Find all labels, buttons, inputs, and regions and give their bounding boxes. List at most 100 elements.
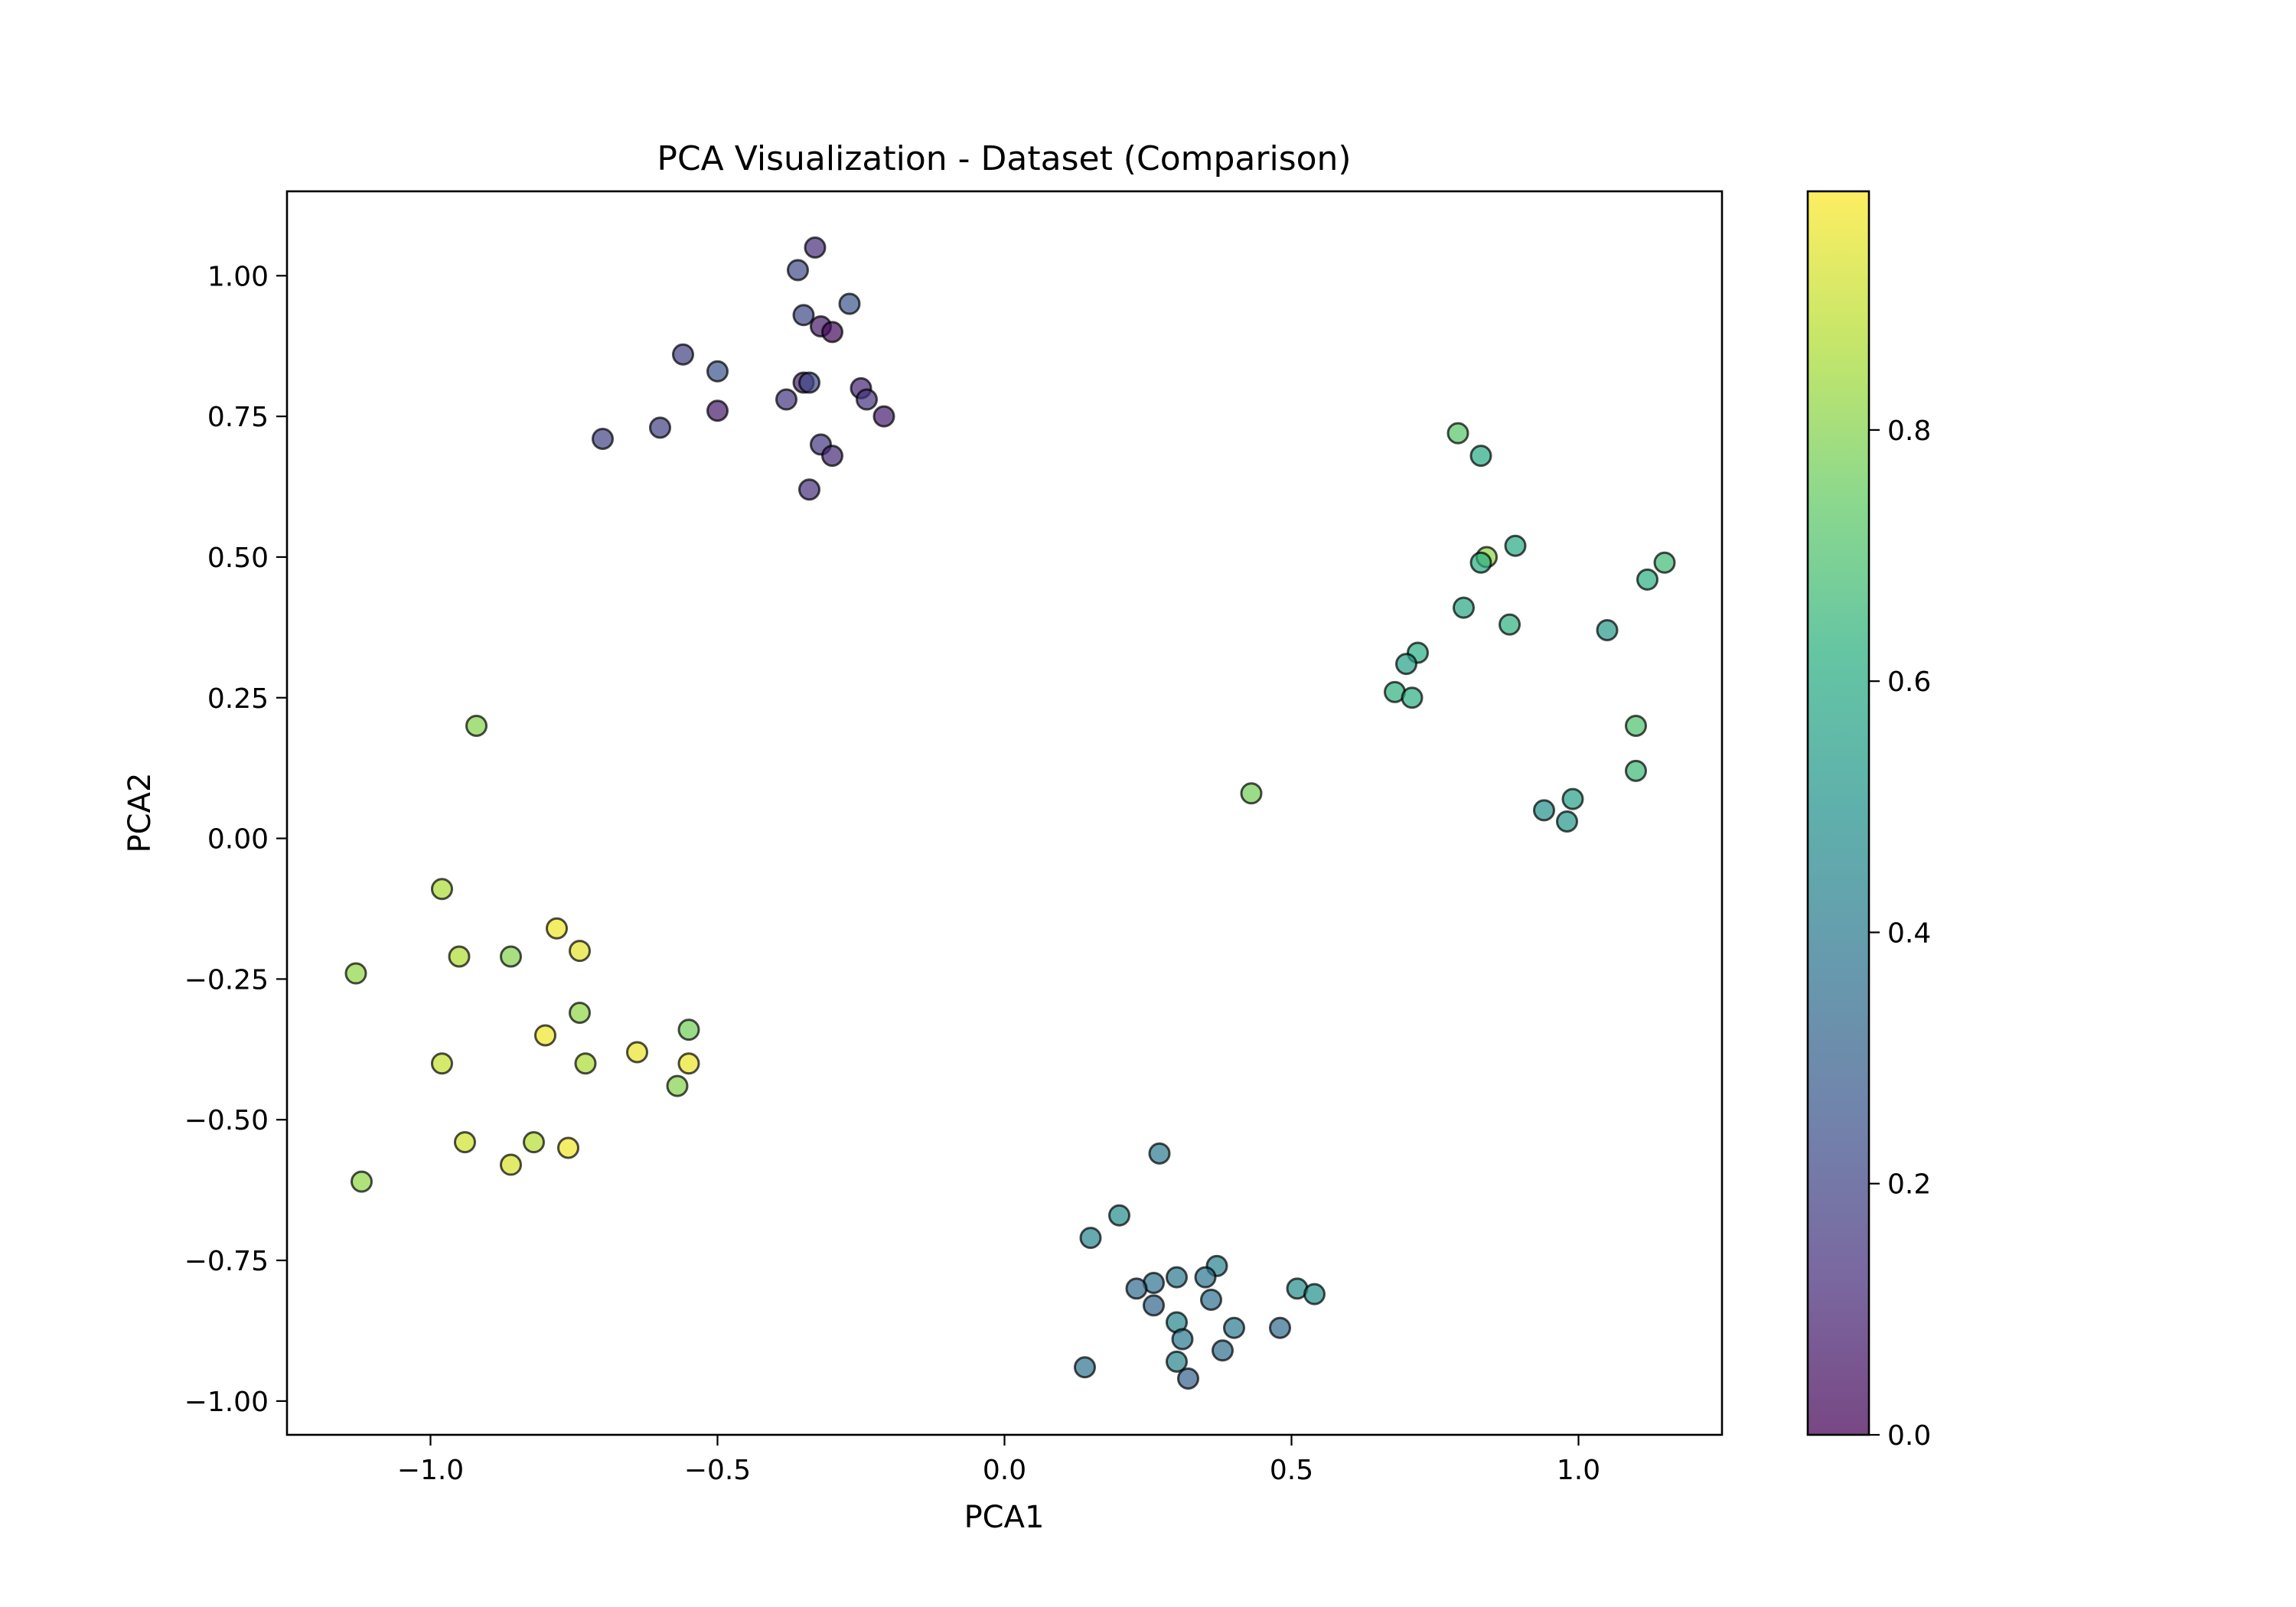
data-point <box>666 1074 689 1097</box>
data-point <box>448 945 471 968</box>
y-tick-label: 0.50 <box>207 543 269 574</box>
data-point <box>1401 686 1424 709</box>
x-tick-label: 1.0 <box>1557 1455 1600 1486</box>
data-point <box>1556 810 1578 833</box>
colorbar-tick-label: 0.4 <box>1887 918 1931 949</box>
y-tick-label: −0.25 <box>184 964 269 996</box>
data-point <box>1177 1367 1199 1390</box>
data-point <box>1269 1316 1291 1339</box>
data-point <box>706 360 729 383</box>
data-point <box>1446 422 1469 445</box>
data-point <box>569 1002 591 1025</box>
data-point <box>1194 1266 1217 1289</box>
data-point <box>1453 596 1475 619</box>
data-point <box>1653 551 1676 574</box>
colorbar-tick-label: 0.6 <box>1887 667 1931 698</box>
data-point <box>431 878 453 901</box>
data-point <box>792 304 815 327</box>
x-axis-label: PCA1 <box>964 1500 1045 1535</box>
x-axis-ticks: −1.0 −0.5 0.0 0.5 1.0 <box>397 1435 1600 1486</box>
data-point <box>1469 551 1492 574</box>
colorbar: 0.0 0.2 0.4 0.6 0.8 <box>1806 190 1931 1452</box>
data-point <box>1596 619 1619 642</box>
data-point <box>856 388 878 411</box>
data-point <box>500 1153 522 1176</box>
x-tick-label: −0.5 <box>684 1455 751 1486</box>
data-point <box>1212 1339 1234 1362</box>
y-axis-label: PCA2 <box>122 773 158 853</box>
data-point <box>1125 1277 1148 1300</box>
data-point <box>1625 759 1647 782</box>
data-point <box>677 1019 700 1041</box>
colorbar-tick-label: 0.8 <box>1887 416 1931 447</box>
y-tick-label: 0.00 <box>207 824 269 856</box>
colorbar-frame <box>1806 190 1870 1436</box>
data-point <box>775 388 797 411</box>
data-point <box>465 715 488 738</box>
x-tick-label: −1.0 <box>397 1455 464 1486</box>
y-tick-label: −0.75 <box>184 1246 269 1277</box>
colorbar-tick-label: 0.2 <box>1887 1169 1931 1201</box>
data-point <box>1079 1227 1102 1250</box>
data-point <box>1200 1289 1222 1312</box>
data-point <box>1223 1316 1245 1339</box>
data-point <box>523 1131 545 1154</box>
data-point <box>569 940 591 963</box>
data-point <box>787 259 809 282</box>
data-point <box>1074 1356 1096 1379</box>
data-point <box>1166 1350 1188 1373</box>
data-point <box>798 371 820 394</box>
y-tick-label: 0.75 <box>207 402 269 433</box>
data-point <box>1171 1328 1194 1351</box>
y-tick-label: −0.50 <box>184 1105 269 1136</box>
colorbar-tick-label: 0.0 <box>1887 1420 1931 1452</box>
data-point <box>1108 1204 1130 1227</box>
y-axis-ticks: −1.00 −0.75 −0.50 −0.25 0.00 0.25 0.50 0.75 1.00 <box>184 261 287 1418</box>
data-point <box>1636 568 1658 591</box>
data-point <box>454 1131 476 1154</box>
data-point <box>592 428 614 451</box>
data-point <box>351 1170 373 1193</box>
data-point <box>677 1052 700 1075</box>
y-tick-label: 1.00 <box>207 261 269 292</box>
data-point <box>804 236 827 259</box>
data-point <box>1240 782 1263 805</box>
colorbar-ticks: 0.0 0.2 0.4 0.6 0.8 <box>1869 416 1931 1452</box>
x-tick-label: 0.0 <box>983 1455 1026 1486</box>
data-point <box>1504 534 1527 557</box>
data-point <box>626 1041 648 1064</box>
data-point <box>1143 1294 1165 1317</box>
data-point <box>798 478 820 501</box>
x-tick-label: 0.5 <box>1270 1455 1313 1486</box>
data-point <box>1625 715 1647 738</box>
data-point <box>649 416 671 439</box>
data-point <box>344 962 367 985</box>
data-point <box>431 1052 453 1075</box>
data-point <box>557 1136 579 1159</box>
colorbar-gradient <box>1808 191 1869 1435</box>
data-point <box>1469 445 1492 468</box>
data-point <box>1148 1142 1171 1165</box>
data-point <box>1166 1266 1188 1289</box>
data-point <box>500 945 522 968</box>
data-point <box>546 917 568 940</box>
y-tick-label: 0.25 <box>207 683 269 715</box>
data-point <box>1395 653 1417 676</box>
data-point <box>1533 799 1555 822</box>
data-point <box>1303 1283 1326 1305</box>
data-point <box>574 1052 597 1075</box>
data-point <box>706 399 729 422</box>
data-point <box>872 405 895 428</box>
data-point <box>838 292 861 315</box>
chart-title: PCA Visualization - Dataset (Comparison) <box>657 139 1351 178</box>
data-point <box>1561 787 1584 810</box>
data-point <box>534 1024 556 1047</box>
data-point <box>1499 613 1521 636</box>
y-tick-label: −1.00 <box>184 1387 269 1418</box>
scatter-points <box>344 236 1676 1390</box>
data-point <box>672 343 694 366</box>
data-point <box>821 321 843 344</box>
plot-area-frame <box>285 190 1724 1436</box>
data-point <box>821 445 843 468</box>
